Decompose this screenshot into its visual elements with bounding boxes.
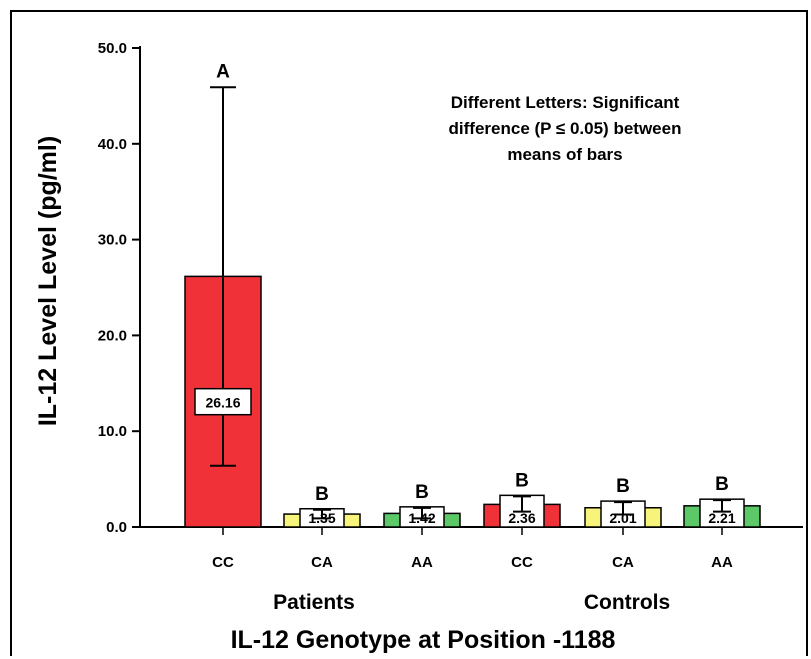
x-axis-label: IL-12 Genotype at Position -1188	[231, 626, 616, 654]
significance-letter: B	[415, 482, 429, 503]
x-tick-label: CA	[311, 554, 333, 571]
significance-letter: A	[216, 61, 230, 82]
x-tick-label: AA	[411, 554, 433, 571]
y-axis-label: IL-12 Level Level (pg/ml)	[34, 136, 62, 426]
y-tick-label: 10.0	[98, 423, 127, 440]
y-tick-label: 40.0	[98, 136, 127, 153]
significance-letter: B	[315, 484, 329, 505]
significance-letter: B	[515, 470, 529, 491]
x-tick-label: CC	[511, 554, 533, 571]
y-tick-label: 0.0	[106, 519, 127, 536]
significance-letter: B	[616, 476, 630, 497]
annotation-line: Different Letters: Significant	[451, 93, 680, 112]
data-label: 1.42	[408, 510, 435, 526]
group-label-controls: Controls	[584, 591, 670, 614]
data-label: 1.35	[308, 510, 335, 526]
group-label-patients: Patients	[273, 591, 355, 614]
data-label: 2.36	[508, 510, 535, 526]
y-tick-label: 50.0	[98, 40, 127, 57]
data-label-box	[194, 387, 252, 416]
x-tick-label: CA	[612, 554, 634, 571]
data-label: 2.21	[708, 510, 735, 526]
y-tick-label: 30.0	[98, 232, 127, 249]
significance-letter: B	[715, 474, 729, 495]
y-tick-label: 20.0	[98, 327, 127, 344]
x-tick-label: AA	[711, 554, 733, 571]
annotation-line: means of bars	[507, 145, 622, 164]
annotation-line: difference (P ≤ 0.05) between	[449, 119, 682, 138]
chart-frame	[10, 10, 808, 656]
x-tick-label: CC	[212, 554, 234, 571]
data-label: 2.01	[609, 510, 636, 526]
data-label: 26.16	[205, 395, 240, 411]
